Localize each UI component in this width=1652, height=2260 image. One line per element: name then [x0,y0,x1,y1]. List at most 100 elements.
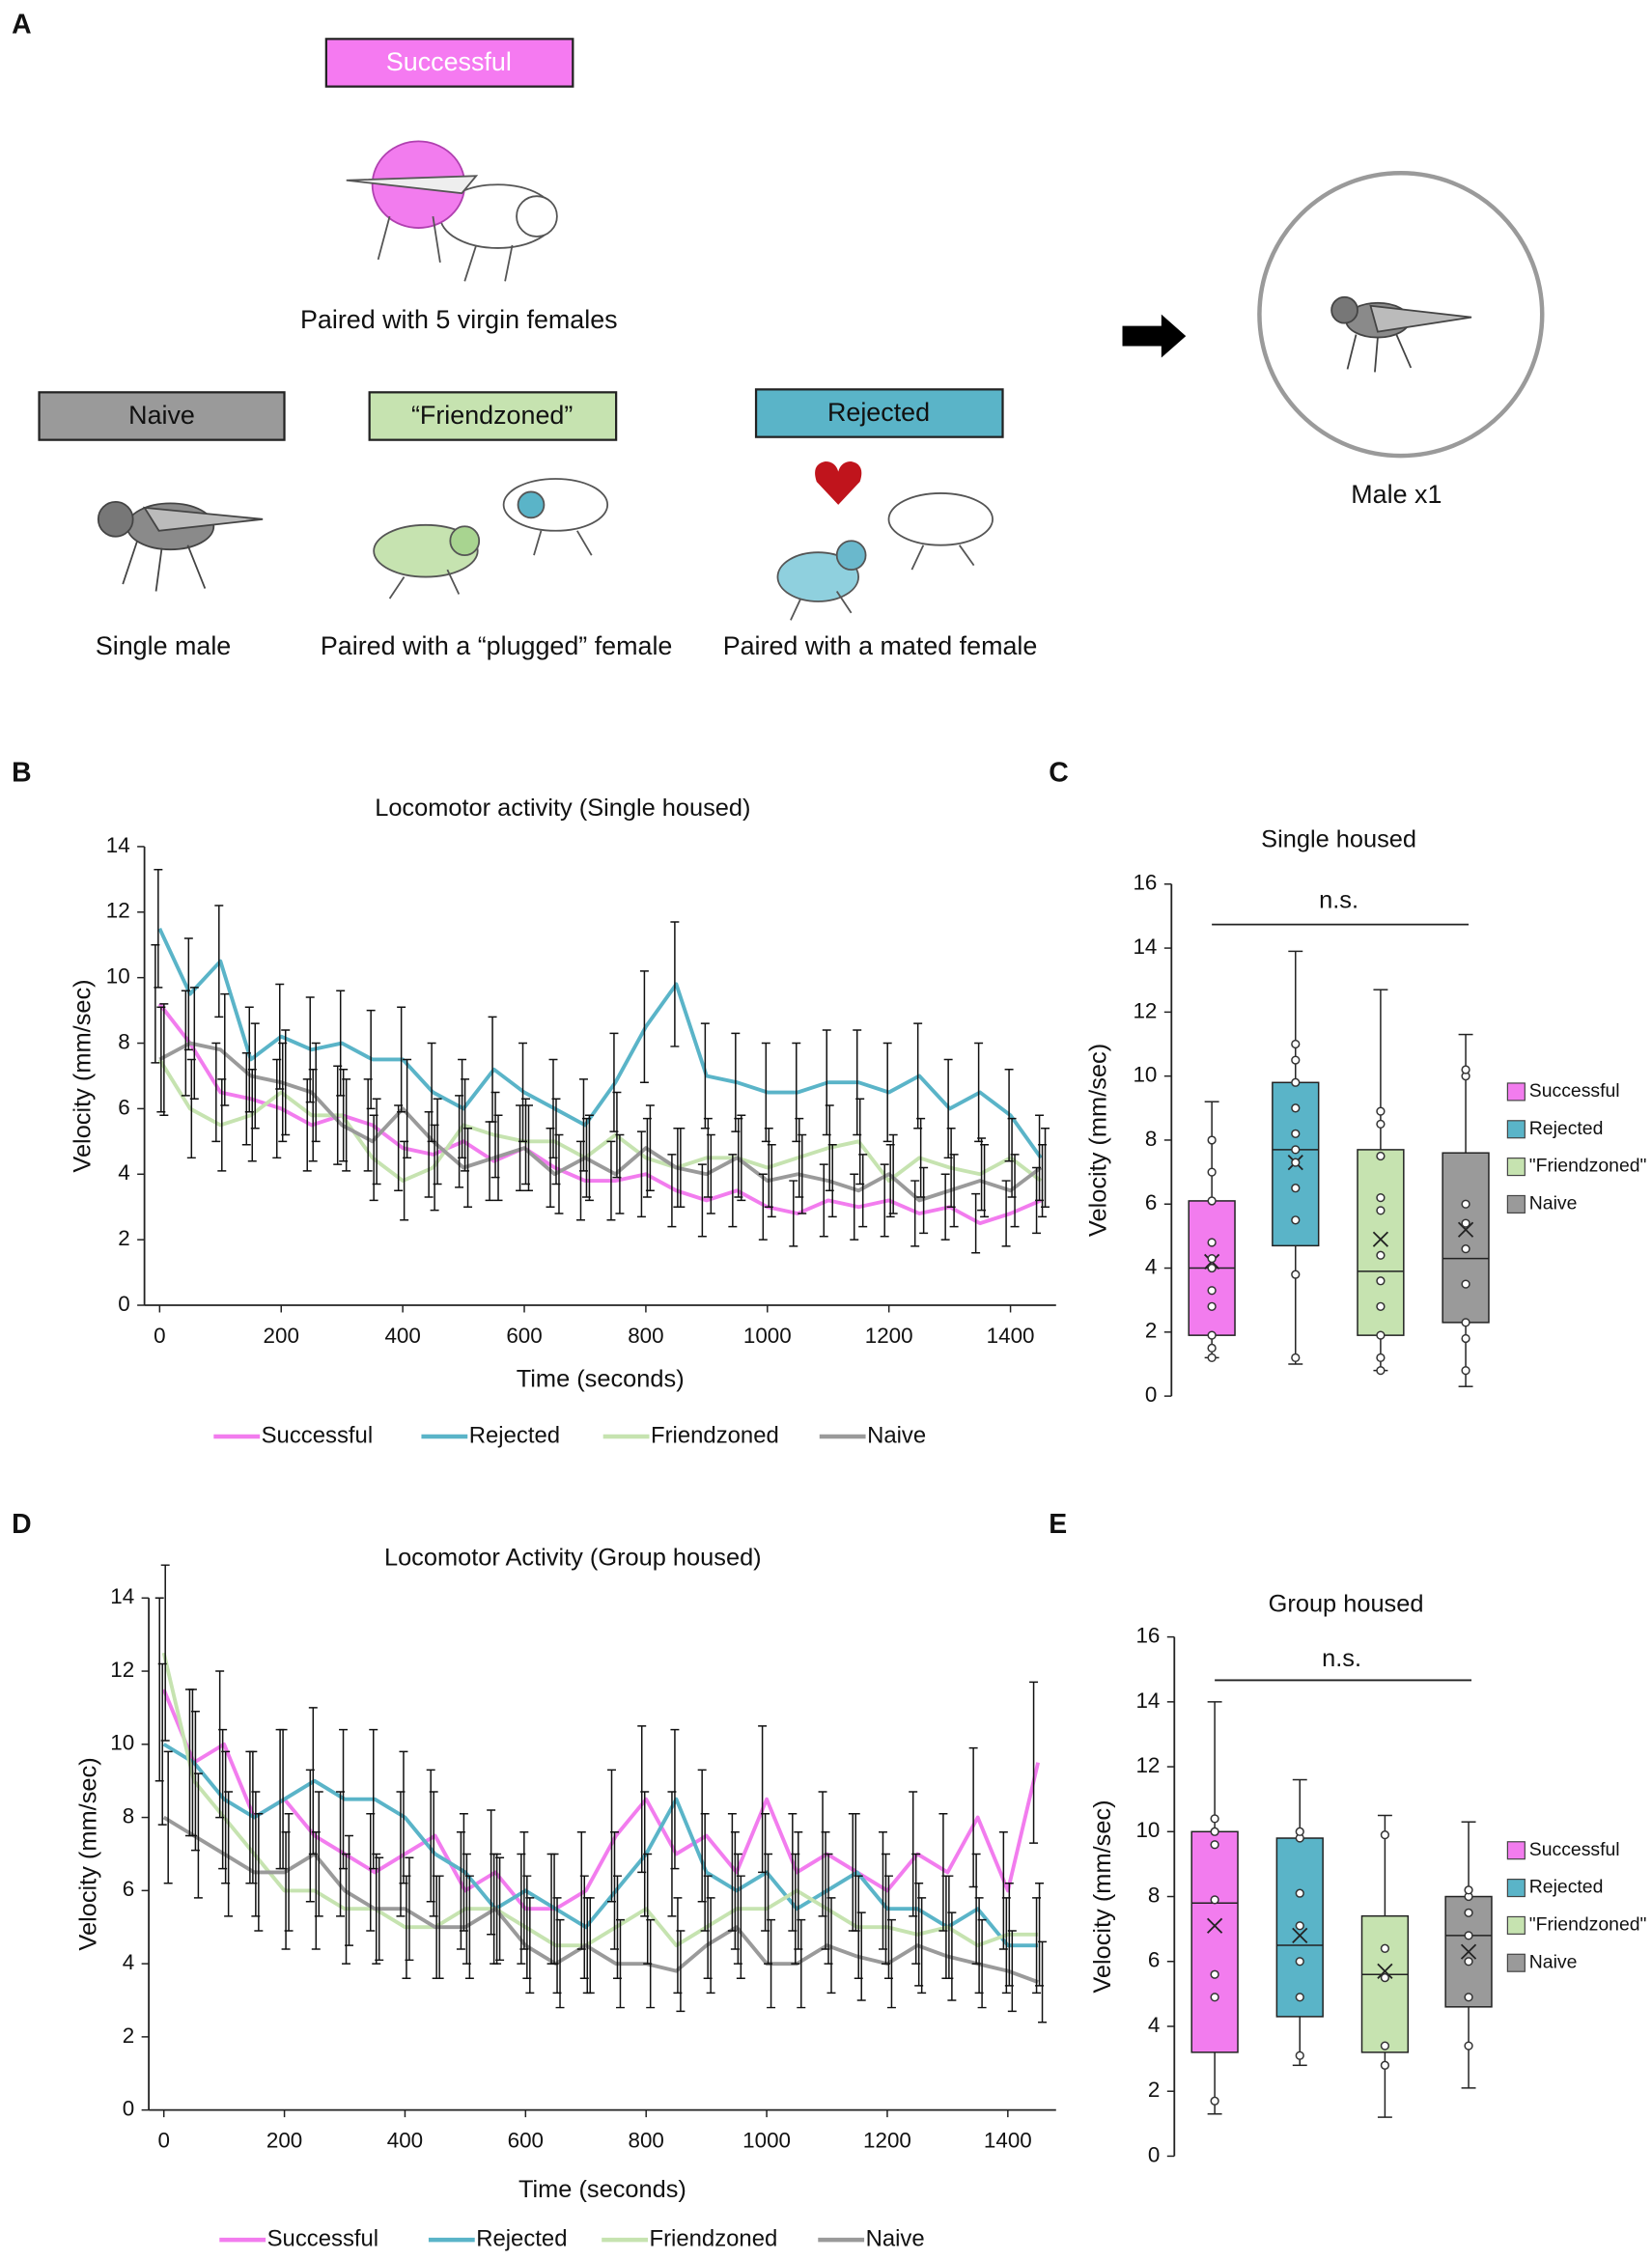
error-bar [697,1163,707,1238]
y-tick-label: 0 [118,1292,129,1316]
error-bar [525,1897,535,1995]
error-bar [403,1058,412,1159]
data-line [158,1041,1043,1203]
error-bar [646,1918,656,2009]
error-bar [585,1897,595,1995]
panel-label: D [12,1509,32,1540]
data-point [1295,1993,1304,2002]
data-point [1376,1353,1386,1362]
error-bar [880,1163,889,1238]
error-bar [850,1173,859,1241]
error-bar [736,1875,745,1979]
group-caption: Single male [96,631,231,660]
data-point [1295,1921,1304,1931]
error-bar [670,1728,680,1870]
fly-pair-illustration [346,140,558,282]
data-line [157,927,1043,1159]
error-bar [493,1114,503,1202]
x-axis-label: Time (seconds) [517,1365,685,1392]
error-bar [977,1918,987,2009]
error-bar [888,1133,898,1214]
error-bar [554,1133,564,1214]
chart-title: Single housed [1261,826,1416,853]
x-tick-label: 0 [154,1324,165,1348]
data-point [1464,1957,1473,1967]
error-bar [667,1154,677,1228]
data-point [1376,1330,1386,1340]
error-bar [706,1897,715,1995]
y-tick-label: 0 [123,2097,134,2121]
legend-swatch [1506,1194,1526,1214]
y-tick-label: 6 [1148,1948,1160,1972]
legend-label: Naive [1529,1951,1578,1972]
data-point [1376,1106,1386,1116]
data-point [1291,1353,1301,1362]
mean-marker [1460,1943,1477,1960]
data-line [161,1652,1039,1948]
error-bar [254,1813,264,1932]
x-tick-label: 1000 [742,2128,791,2152]
error-bar [949,1154,959,1228]
data-point [1210,2096,1219,2106]
arrow [1122,314,1187,358]
y-tick-label: 12 [110,1658,134,1682]
error-bar [940,1173,950,1241]
error-bar [372,1098,381,1186]
data-line [161,1688,1040,1911]
legend-label: Rejected [1529,1877,1604,1898]
error-bar [910,1180,920,1247]
error-bar [220,992,230,1106]
data-point [1210,1827,1219,1836]
y-tick-label: 16 [1135,1624,1160,1648]
y-axis-label: Velocity (mm/sec) [70,979,97,1172]
error-bar [163,1750,173,1884]
data-point [1210,1969,1219,1979]
y-tick-label: 4 [123,1950,134,1974]
x-tick-label: 1200 [865,1324,913,1348]
y-tick-label: 10 [1133,1063,1157,1087]
data-point [1376,1206,1386,1215]
data-point [1376,1192,1386,1203]
annotation: n.s. [1319,886,1358,913]
error-bar [676,1128,686,1208]
chart-title: Locomotor Activity (Group housed) [384,1545,762,1572]
x-tick-label: 200 [264,1324,299,1348]
y-tick-label: 2 [1145,1319,1157,1343]
error-bar [492,1853,502,1965]
legend-label: "Friendzoned" [1529,1156,1647,1177]
data-point [1207,1353,1217,1362]
data-point [1291,1077,1301,1087]
y-tick-label: 10 [110,1731,134,1755]
group-label: Naive [128,401,195,430]
data-point [1461,1218,1470,1228]
error-bar [375,1856,384,1962]
x-tick-label: 0 [157,2128,169,2152]
error-bar [615,1918,625,2009]
data-point [1461,1333,1470,1344]
mean-marker [1377,1963,1393,1979]
data-point [1291,1158,1301,1167]
legend-label: Friendzoned [651,1422,779,1448]
error-bar [464,1875,474,1979]
y-tick-label: 12 [1135,1753,1160,1777]
mean-marker [1207,1917,1223,1934]
group-label: Successful [386,47,512,76]
group-caption: Paired with 5 virgin females [300,305,618,334]
fly-pair-illustration [373,478,609,600]
data-point [1210,1993,1219,2002]
legend-label: Rejected [476,2225,567,2251]
y-axis-label: Velocity (mm/sec) [75,1757,102,1950]
legend-swatch [1506,1158,1526,1177]
y-tick-label: 0 [1148,2142,1160,2166]
y-tick-label: 4 [118,1160,129,1185]
legend-swatch [1506,1120,1526,1139]
error-bar [1029,1681,1039,1844]
data-point [1461,1365,1470,1376]
y-tick-label: 8 [1145,1127,1157,1151]
data-point [1207,1253,1217,1264]
data-point [1207,1135,1217,1145]
data-point [1291,1039,1301,1049]
legend-label: Naive [867,1422,926,1448]
error-bar [584,1114,594,1202]
x-tick-label: 600 [506,1324,542,1348]
